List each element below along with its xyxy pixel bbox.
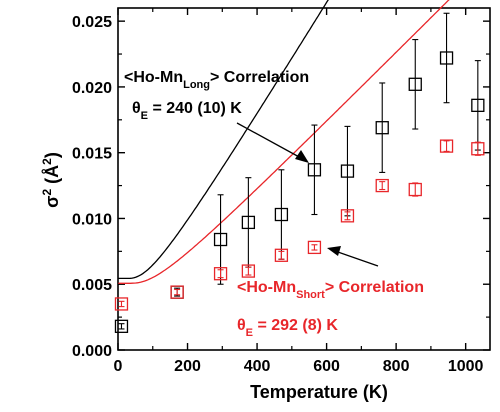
marker-square <box>408 182 422 197</box>
data-points <box>114 12 485 333</box>
y-tick-label: 0.000 <box>72 343 112 360</box>
marker-square <box>471 98 485 112</box>
marker-square <box>241 215 256 230</box>
y-tick-label: 0.025 <box>72 14 112 31</box>
short-point <box>241 264 256 278</box>
marker-square <box>274 248 289 262</box>
x-tick-label: 400 <box>244 358 271 375</box>
marker-square <box>439 139 454 153</box>
marker-square <box>408 77 422 91</box>
marker-square <box>340 209 355 223</box>
y-axis-title-unit-sup: 2 <box>40 158 54 165</box>
y-tick-label: 0.020 <box>72 80 112 97</box>
long-correlation-label: <Ho-MnLong> Correlation <box>124 69 309 91</box>
short-fit-curve <box>118 0 450 284</box>
y-tick-label: 0.015 <box>72 146 112 163</box>
y-axis-title-base: σ <box>42 196 62 208</box>
axis-ticks: 0 200 400 600 800 1000 0.000 0.005 0.010 0.015 0.0… <box>72 8 490 375</box>
short-point <box>213 267 228 281</box>
short-point <box>408 182 422 197</box>
long-point <box>307 124 322 216</box>
x-axis-title: Temperature (K) <box>250 382 388 402</box>
marker-square <box>274 207 289 222</box>
marker-square <box>375 121 389 135</box>
y-axis-title-sup: 2 <box>40 189 54 196</box>
short-theta-label: θE = 292 (8) K <box>237 317 338 339</box>
short-point <box>114 297 129 311</box>
short-point <box>307 240 322 255</box>
marker-square <box>307 163 322 177</box>
marker-square <box>375 178 389 193</box>
y-axis-title-unit-close: ) <box>42 152 62 158</box>
short-arrow <box>327 246 379 267</box>
marker-square <box>241 264 256 278</box>
long-arrow <box>236 122 309 163</box>
marker-square <box>439 51 454 65</box>
x-tick-label: 1000 <box>448 358 484 375</box>
marker-square <box>340 164 355 178</box>
x-tick-label: 800 <box>383 358 410 375</box>
short-point <box>170 285 184 299</box>
y-tick-label: 0.005 <box>72 277 112 294</box>
marker-square <box>307 240 322 255</box>
long-theta-label: θE = 240 (10) K <box>132 100 242 122</box>
long-point <box>408 39 422 130</box>
long-point <box>340 125 355 217</box>
long-point <box>241 177 256 268</box>
x-tick-label: 200 <box>174 358 201 375</box>
marker-square <box>170 285 184 299</box>
y-tick-label: 0.010 <box>72 211 112 228</box>
y-axis-title: σ2 (Å2) <box>40 152 62 208</box>
long-point <box>439 12 454 104</box>
short-point <box>340 209 355 223</box>
marker-square <box>471 142 485 156</box>
long-point <box>274 169 289 260</box>
short-point <box>471 141 485 156</box>
x-tick-label: 600 <box>313 358 340 375</box>
plot-border <box>117 7 491 351</box>
long-fit-curve <box>118 0 329 280</box>
short-point <box>375 178 389 193</box>
plot-frame <box>117 7 491 351</box>
marker-square <box>213 232 228 247</box>
short-point <box>439 139 454 153</box>
marker-square <box>114 297 129 311</box>
x-tick-label: 0 <box>114 358 123 375</box>
y-axis-title-unit-open: (Å <box>42 165 62 189</box>
short-point <box>274 248 289 262</box>
long-point <box>471 60 485 151</box>
long-point <box>375 82 389 173</box>
marker-square <box>114 319 129 333</box>
short-correlation-label: <Ho-MnShort> Correlation <box>237 279 424 301</box>
marker-square <box>213 267 228 281</box>
long-point <box>114 319 129 333</box>
fit-curves <box>118 0 450 284</box>
